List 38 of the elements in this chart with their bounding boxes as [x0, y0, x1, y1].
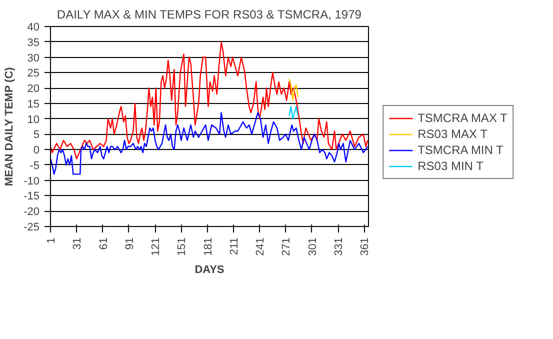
- y-tick-label: 20: [27, 83, 40, 96]
- x-tick-label: 61: [98, 237, 110, 250]
- y-tick-label: 0: [33, 144, 40, 157]
- y-tick-label: 35: [27, 36, 40, 49]
- y-tick-label: -10: [24, 175, 40, 188]
- y-axis-title: MEAN DAILY TEMP (C): [4, 66, 16, 186]
- x-tick-label: 151: [176, 237, 188, 256]
- x-tick-label: 121: [150, 237, 162, 256]
- y-tick-label: -15: [24, 190, 40, 203]
- x-tick-label: 331: [333, 237, 346, 256]
- line-series: [50, 41, 368, 160]
- y-tick-label: 10: [27, 114, 40, 126]
- x-tick-label: 301: [306, 237, 319, 256]
- y-tick-label: -20: [24, 206, 40, 218]
- x-tick-label: 1: [46, 237, 58, 244]
- y-tick-label: 30: [27, 52, 40, 64]
- x-tick-label: 91: [124, 237, 136, 250]
- line-series: [288, 78, 299, 101]
- legend-label: RS03 MIN T: [418, 159, 484, 173]
- y-tick-label: -5: [30, 160, 40, 172]
- x-tick-label: 271: [280, 237, 293, 256]
- y-tick-label: -25: [24, 222, 40, 234]
- y-tick-label: 25: [27, 68, 40, 80]
- x-axis-title: DAYS: [194, 264, 224, 276]
- legend-label: TSMCRA MIN T: [418, 143, 504, 157]
- line-series: [288, 106, 299, 120]
- legend-label: TSMCRA MAX T: [418, 111, 508, 125]
- x-tick-label: 31: [72, 237, 84, 250]
- chart-title: DAILY MAX & MIN TEMPS FOR RS03 & TSMCRA, 1979: [56, 8, 362, 22]
- x-tick-label: 361: [359, 237, 372, 256]
- y-tick-label: 40: [27, 22, 40, 34]
- line-series: [50, 112, 368, 175]
- legend-label: RS03 MAX T: [418, 127, 488, 141]
- y-tick-label: 15: [27, 98, 40, 110]
- x-tick-label: 211: [228, 237, 240, 256]
- x-tick-label: 181: [202, 237, 214, 256]
- y-tick-label: 5: [33, 129, 40, 142]
- x-tick-label: 241: [254, 237, 267, 256]
